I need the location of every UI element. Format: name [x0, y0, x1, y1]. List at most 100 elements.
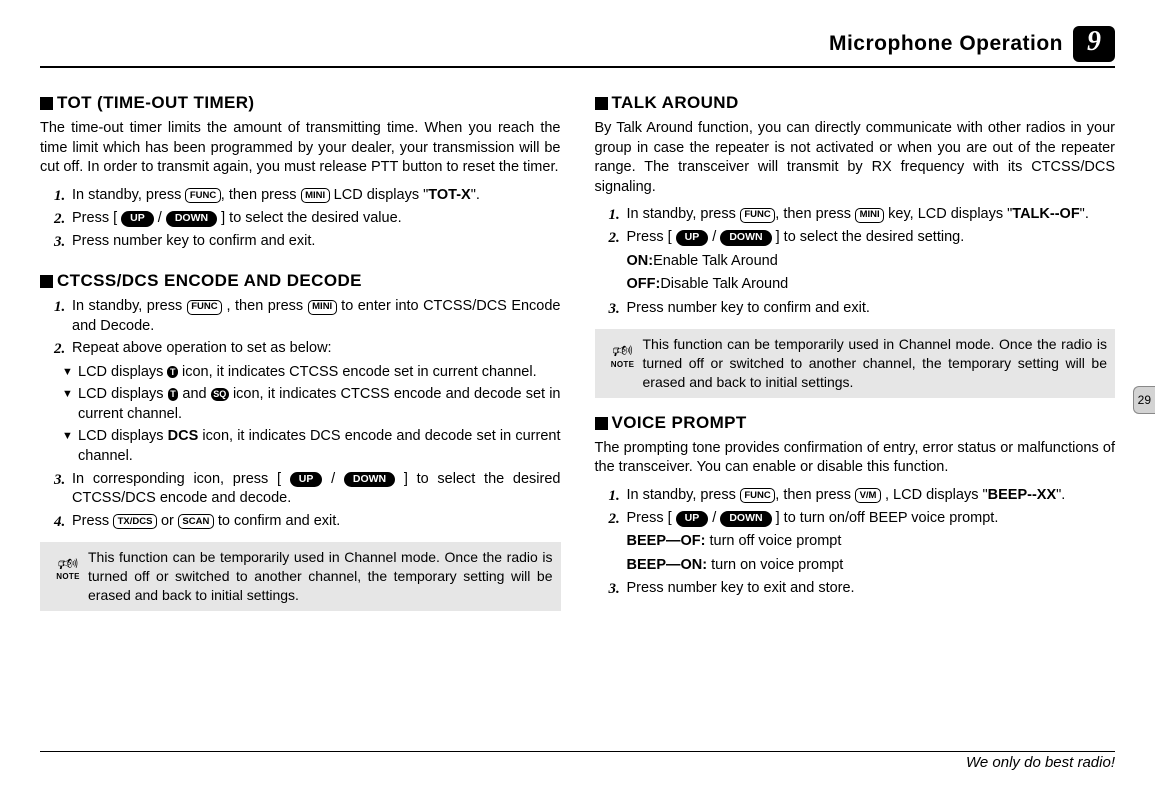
triangle-bullet-icon: ▼ — [62, 385, 78, 424]
option-line: ON:Enable Talk Around — [627, 252, 1116, 272]
step-item: 1. In standby, press FUNC, then press V/… — [609, 486, 1116, 506]
note-box: 🕬 NOTE This function can be temporarily … — [595, 329, 1116, 398]
step-number: 3. — [54, 232, 72, 252]
manual-page: Microphone Operation 9 TOT (TIME-OUT TIM… — [0, 0, 1155, 637]
step-item: 1. In standby, press FUNC , then press M… — [54, 297, 561, 336]
step-item: 2. Press [ UP / DOWN ] to turn on/off BE… — [609, 509, 1116, 529]
heading-text: TALK AROUND — [612, 92, 739, 115]
txdcs-key-icon: TX/DCS — [113, 514, 157, 529]
mini-key-icon: MINI — [855, 208, 884, 223]
note-label: NOTE — [48, 573, 88, 582]
step-item: 3. Press number key to confirm and exit. — [54, 232, 561, 252]
step-number: 3. — [609, 579, 627, 599]
heading-text: CTCSS/DCS ENCODE AND DECODE — [57, 270, 362, 293]
right-column: TALK AROUND By Talk Around function, you… — [595, 82, 1116, 617]
step-item: 2. Press [ UP / DOWN ] to select the des… — [54, 209, 561, 229]
section-title-voiceprompt: VOICE PROMPT — [595, 412, 1116, 435]
speaker-icon: 🕬 — [48, 556, 88, 574]
header-title: Microphone Operation — [829, 32, 1063, 56]
step-item: 4. Press TX/DCS or SCAN to confirm and e… — [54, 512, 561, 532]
section-title-ctcss: CTCSS/DCS ENCODE AND DECODE — [40, 270, 561, 293]
up-key-icon: UP — [290, 472, 323, 488]
sub-item: ▼ LCD displays T and SQ icon, it indicat… — [62, 385, 561, 424]
intro-paragraph: By Talk Around function, you can directl… — [595, 119, 1116, 197]
step-item: 3. Press number key to confirm and exit. — [609, 299, 1116, 319]
step-number: 2. — [609, 509, 627, 529]
note-label: NOTE — [603, 361, 643, 370]
func-key-icon: FUNC — [740, 488, 775, 503]
sq-icon: SQ — [211, 388, 229, 401]
func-key-icon: FUNC — [187, 300, 222, 315]
down-key-icon: DOWN — [720, 511, 771, 527]
step-item: 1. In standby, press FUNC, then press MI… — [609, 205, 1116, 225]
step-item: 3. In corresponding icon, press [ UP / D… — [54, 470, 561, 509]
step-text: In standby, press FUNC, then press MINI … — [627, 205, 1116, 225]
heading-text: VOICE PROMPT — [612, 412, 747, 435]
sub-item: ▼ LCD displays T icon, it indicates CTCS… — [62, 363, 561, 383]
func-key-icon: FUNC — [740, 208, 775, 223]
left-column: TOT (TIME-OUT TIMER) The time-out timer … — [40, 82, 561, 617]
step-text: Press TX/DCS or SCAN to confirm and exit… — [72, 512, 561, 532]
scan-key-icon: SCAN — [178, 514, 214, 529]
mini-key-icon: MINI — [301, 188, 330, 203]
sub-text: LCD displays T and SQ icon, it indicates… — [78, 385, 561, 424]
down-key-icon: DOWN — [344, 472, 395, 488]
square-bullet-icon — [595, 417, 608, 430]
down-key-icon: DOWN — [720, 230, 771, 246]
mini-key-icon: MINI — [308, 300, 337, 315]
heading-text: TOT (TIME-OUT TIMER) — [57, 92, 255, 115]
step-text: Press [ UP / DOWN ] to turn on/off BEEP … — [627, 509, 1116, 529]
func-key-icon: FUNC — [185, 188, 220, 203]
step-number: 3. — [54, 470, 72, 509]
triangle-bullet-icon: ▼ — [62, 427, 78, 466]
triangle-bullet-icon: ▼ — [62, 363, 78, 383]
sub-text: LCD displays DCS icon, it indicates DCS … — [78, 427, 561, 466]
step-number: 2. — [54, 339, 72, 359]
step-text: Repeat above operation to set as below: — [72, 339, 561, 359]
step-item: 2. Repeat above operation to set as belo… — [54, 339, 561, 359]
note-text: This function can be temporarily used in… — [88, 548, 553, 605]
step-text: In standby, press FUNC , then press MINI… — [72, 297, 561, 336]
step-text: Press number key to confirm and exit. — [72, 232, 561, 252]
square-bullet-icon — [595, 97, 608, 110]
step-text: In standby, press FUNC, then press V/M ,… — [627, 486, 1116, 506]
step-text: In standby, press FUNC, then press MINI … — [72, 186, 561, 206]
down-key-icon: DOWN — [166, 211, 217, 227]
section-title-tot: TOT (TIME-OUT TIMER) — [40, 92, 561, 115]
step-number: 1. — [609, 205, 627, 225]
sub-text: LCD displays T icon, it indicates CTCSS … — [78, 363, 561, 383]
footer-slogan: We only do best radio! — [966, 754, 1115, 771]
up-key-icon: UP — [676, 230, 709, 246]
step-number: 4. — [54, 512, 72, 532]
option-line: OFF:Disable Talk Around — [627, 275, 1116, 295]
note-icon: 🕬 NOTE — [48, 548, 88, 582]
content-columns: TOT (TIME-OUT TIMER) The time-out timer … — [40, 82, 1115, 617]
t-icon: T — [168, 388, 179, 401]
step-number: 2. — [54, 209, 72, 229]
step-number: 3. — [609, 299, 627, 319]
step-text: Press [ UP / DOWN ] to select the desire… — [627, 228, 1116, 248]
speaker-icon: 🕬 — [603, 343, 643, 361]
step-number: 2. — [609, 228, 627, 248]
sub-item: ▼ LCD displays DCS icon, it indicates DC… — [62, 427, 561, 466]
vm-key-icon: V/M — [855, 488, 881, 503]
step-number: 1. — [54, 297, 72, 336]
step-item: 1. In standby, press FUNC, then press MI… — [54, 186, 561, 206]
note-text: This function can be temporarily used in… — [643, 335, 1108, 392]
step-text: Press number key to exit and store. — [627, 579, 1116, 599]
up-key-icon: UP — [676, 511, 709, 527]
step-item: 2. Press [ UP / DOWN ] to select the des… — [609, 228, 1116, 248]
page-footer: We only do best radio! — [40, 751, 1115, 771]
step-number: 1. — [609, 486, 627, 506]
step-number: 1. — [54, 186, 72, 206]
step-text: Press number key to confirm and exit. — [627, 299, 1116, 319]
step-item: 3. Press number key to exit and store. — [609, 579, 1116, 599]
square-bullet-icon — [40, 275, 53, 288]
square-bullet-icon — [40, 97, 53, 110]
chapter-number-badge: 9 — [1073, 26, 1115, 62]
section-title-talkaround: TALK AROUND — [595, 92, 1116, 115]
option-line: BEEP—ON: turn on voice prompt — [627, 556, 1116, 576]
step-text: In corresponding icon, press [ UP / DOWN… — [72, 470, 561, 509]
step-text: Press [ UP / DOWN ] to select the desire… — [72, 209, 561, 229]
page-header: Microphone Operation 9 — [40, 26, 1115, 68]
